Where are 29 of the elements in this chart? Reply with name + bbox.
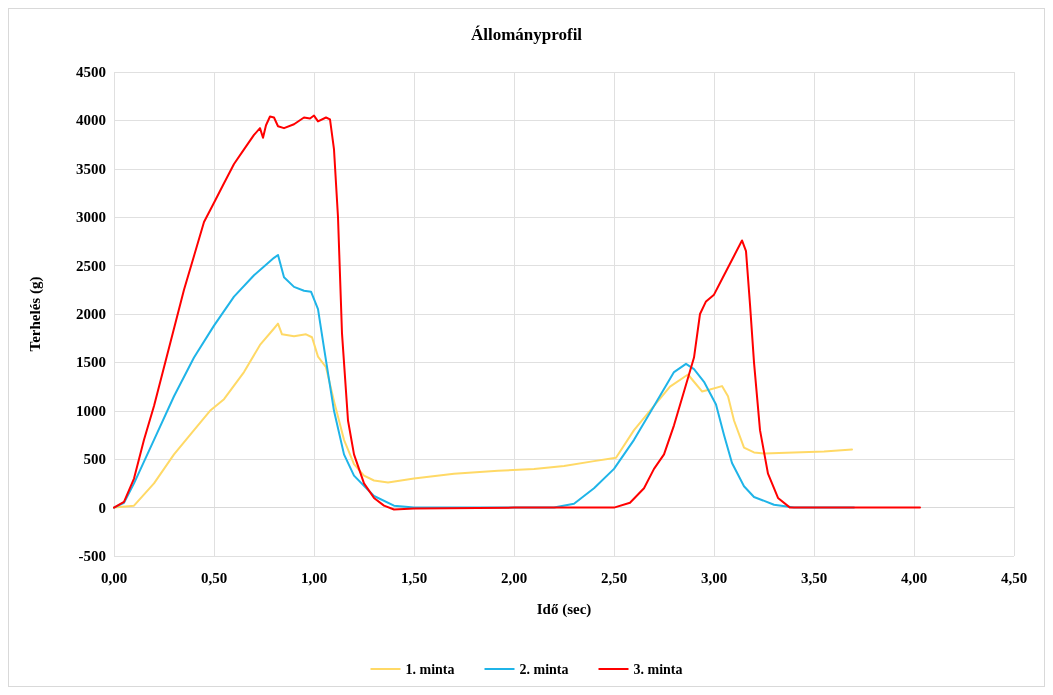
x-tick-label: 3,50 bbox=[800, 569, 828, 586]
chart-title: Állományprofil bbox=[470, 25, 583, 44]
line-series bbox=[113, 114, 921, 511]
line-series bbox=[113, 322, 853, 509]
legend-label: 3. minta bbox=[633, 661, 683, 677]
x-tick-label: 4,50 bbox=[1000, 569, 1028, 586]
y-tick-label: 4500 bbox=[76, 64, 106, 80]
x-tick-label: 2,50 bbox=[600, 569, 628, 586]
y-tick-label: 3000 bbox=[76, 209, 106, 226]
legend-label: 1. minta bbox=[405, 661, 455, 677]
x-tick-label: 1,00 bbox=[300, 569, 328, 586]
x-tick-label: 0,00 bbox=[100, 569, 128, 586]
x-tick-label: 4,00 bbox=[900, 569, 928, 586]
y-tick-label: 2500 bbox=[76, 257, 106, 274]
y-tick-label: 1000 bbox=[76, 402, 106, 419]
y-axis-title: Terhelés (g) bbox=[26, 276, 44, 352]
y-tick-label: 4000 bbox=[76, 112, 106, 129]
y-tick-label: 2000 bbox=[76, 306, 106, 322]
x-tick-label: 0,50 bbox=[200, 569, 228, 586]
y-tick-label: 500 bbox=[83, 451, 106, 468]
x-tick-label: 2,00 bbox=[500, 569, 528, 586]
x-tick-label: 1,50 bbox=[400, 569, 428, 586]
y-tick-label: 0 bbox=[98, 499, 106, 516]
y-tick-label: 1500 bbox=[76, 354, 106, 371]
y-tick-label: 3500 bbox=[76, 160, 106, 177]
y-tick-label: -500 bbox=[78, 548, 106, 564]
x-tick-label: 3,00 bbox=[700, 569, 728, 586]
legend-label: 2. minta bbox=[519, 661, 569, 677]
x-axis-title: Idő (sec) bbox=[536, 600, 592, 618]
